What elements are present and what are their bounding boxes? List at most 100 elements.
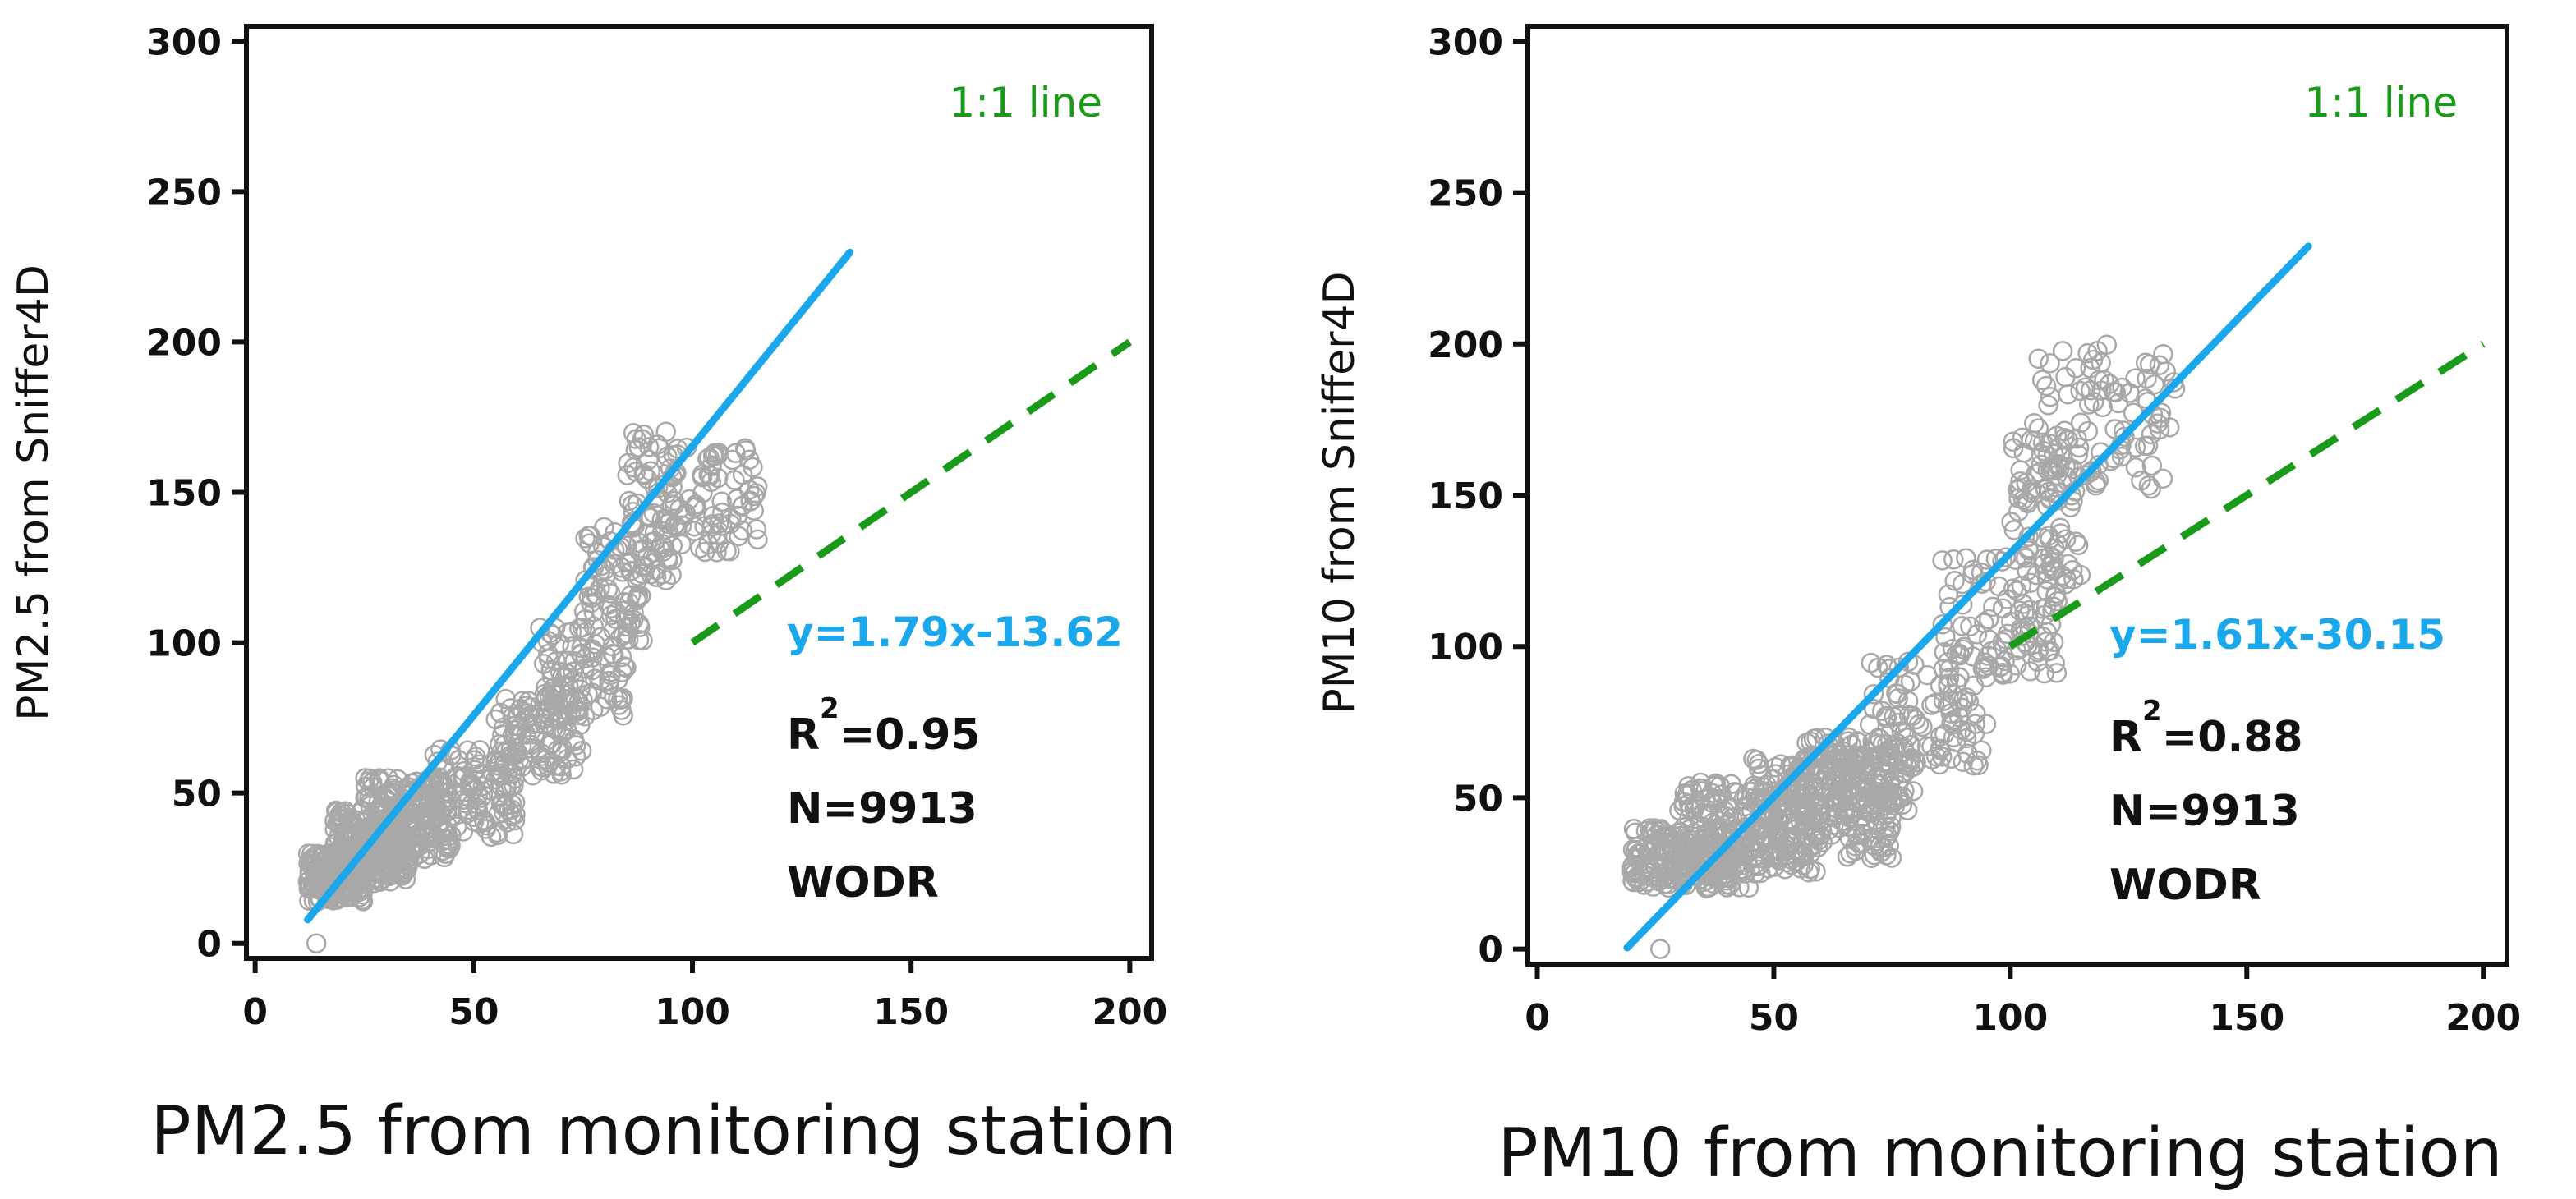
data-point (1806, 778, 1827, 798)
data-point (464, 750, 485, 770)
data-point (490, 702, 511, 724)
data-point (1622, 871, 1643, 891)
data-point (2036, 632, 2057, 652)
data-point (325, 800, 347, 821)
data-point (422, 811, 443, 832)
data-point (1647, 866, 1668, 887)
data-point (1790, 858, 1811, 879)
data-point (2141, 478, 2162, 499)
data-point (2081, 379, 2101, 401)
data-point (1698, 805, 1719, 825)
data-point (641, 564, 661, 585)
data-point (1933, 659, 1954, 679)
y-tick-label: 250 (146, 172, 222, 214)
data-point (1764, 820, 1785, 840)
data-point (603, 644, 624, 665)
data-point (2068, 444, 2089, 465)
data-point (646, 559, 667, 581)
data-point (697, 448, 718, 469)
x-tick-label: 150 (873, 991, 949, 1033)
data-point (373, 848, 394, 868)
data-point (1966, 624, 1988, 645)
data-point (628, 630, 650, 650)
data-point (582, 659, 603, 681)
data-point (625, 462, 646, 482)
data-point (1992, 551, 2012, 572)
data-point (1978, 609, 1999, 630)
y-tick-label: 0 (1478, 930, 1503, 972)
data-point (1944, 549, 1964, 570)
data-point (2094, 370, 2114, 390)
data-point (2141, 424, 2162, 445)
data-point (2058, 384, 2078, 405)
data-point (2028, 418, 2049, 439)
scatter-points (1622, 334, 2186, 959)
data-point (1829, 817, 1850, 838)
data-point (433, 840, 453, 861)
data-point (2082, 461, 2102, 481)
data-point (2163, 372, 2184, 393)
data-point (1684, 822, 1704, 843)
data-point (2036, 569, 2058, 590)
data-point (1957, 743, 1978, 765)
data-point (1724, 857, 1746, 878)
data-point (2150, 402, 2172, 423)
data-point (2036, 375, 2057, 397)
x-tick-label: 0 (242, 991, 268, 1033)
y-tick-label: 200 (1428, 324, 1503, 366)
data-point (572, 618, 593, 638)
data-point (1828, 748, 1850, 769)
r-squared-superscript: 2 (2142, 695, 2162, 728)
fit-line (1623, 242, 2312, 952)
data-point (2020, 661, 2040, 682)
data-point (329, 815, 349, 835)
data-point (1640, 818, 1660, 838)
data-point (1908, 714, 1930, 735)
x-tick-label: 100 (1972, 997, 2048, 1039)
data-point (1824, 789, 1846, 811)
data-point (341, 812, 361, 834)
data-point (627, 589, 648, 610)
data-point (541, 682, 562, 702)
data-point (2111, 446, 2132, 467)
data-point (1694, 825, 1715, 846)
data-point (1800, 836, 1820, 857)
data-point (1753, 848, 1774, 869)
data-point (2086, 475, 2106, 496)
data-point (2032, 527, 2053, 548)
data-point (613, 688, 633, 709)
data-point (2125, 368, 2146, 388)
data-point (1893, 737, 1914, 758)
y-axis-title: PM10 from Sniffer4D (1315, 271, 1364, 714)
data-point (1622, 839, 1644, 860)
data-point (1892, 794, 1913, 815)
data-point (2137, 435, 2159, 456)
data-point (429, 775, 450, 796)
data-point (562, 636, 582, 657)
data-point (338, 884, 360, 906)
data-point (1677, 783, 1698, 804)
data-point (2065, 358, 2086, 379)
data-point (2031, 370, 2053, 391)
data-point (716, 540, 737, 562)
data-point (1971, 573, 1992, 594)
data-point (1767, 807, 1788, 828)
data-point (466, 769, 487, 791)
data-point (1677, 854, 1698, 875)
r-squared-label: R2=0.88 (2109, 695, 2303, 762)
data-point (2036, 581, 2057, 602)
data-point (2125, 437, 2146, 458)
data-point (2056, 466, 2077, 487)
data-point (1724, 781, 1745, 802)
data-point (2033, 440, 2054, 462)
data-point (2037, 445, 2058, 466)
data-point (2047, 590, 2068, 612)
data-point (1932, 747, 1953, 767)
data-point (493, 717, 514, 738)
data-point (550, 761, 572, 782)
method-label: WODR (2109, 861, 2261, 910)
data-point (2036, 561, 2058, 582)
data-point (1838, 779, 1858, 800)
data-point (557, 622, 578, 643)
data-point (1993, 664, 2013, 685)
